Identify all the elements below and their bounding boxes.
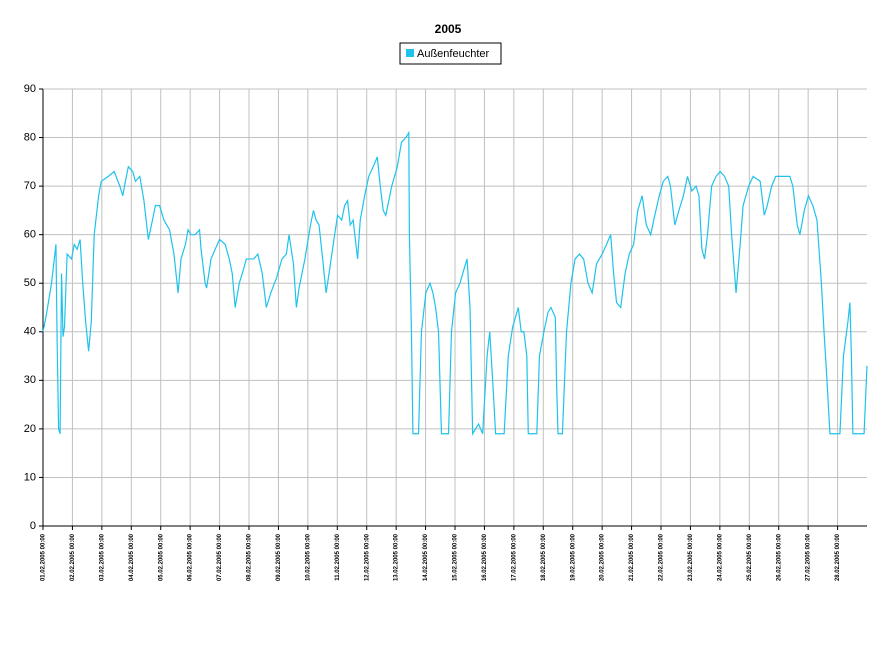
x-tick-label: 02.02.2005 00:00 bbox=[70, 533, 76, 581]
x-tick-label: 26.02.2005 00:00 bbox=[776, 533, 782, 581]
x-tick-label: 20.02.2005 00:00 bbox=[600, 533, 606, 581]
y-tick-label: 60 bbox=[24, 229, 36, 241]
y-tick-label: 50 bbox=[24, 277, 36, 289]
x-tick-label: 27.02.2005 00:00 bbox=[806, 533, 812, 581]
y-tick-label: 70 bbox=[24, 180, 36, 192]
x-tick-label: 18.02.2005 00:00 bbox=[541, 533, 547, 581]
x-tick-label: 01.02.2005 00:00 bbox=[41, 533, 47, 581]
legend-swatch bbox=[406, 49, 414, 57]
x-tick-label: 12.02.2005 00:00 bbox=[364, 533, 370, 581]
x-tick-label: 23.02.2005 00:00 bbox=[688, 533, 694, 581]
y-tick-label: 20 bbox=[24, 423, 36, 435]
x-tick-label: 05.02.2005 00:00 bbox=[158, 533, 164, 581]
legend-label: Außenfeuchter bbox=[417, 48, 489, 60]
y-tick-label: 80 bbox=[24, 131, 36, 143]
x-tick-label: 17.02.2005 00:00 bbox=[511, 533, 517, 581]
x-tick-label: 03.02.2005 00:00 bbox=[99, 533, 105, 581]
x-tick-label: 13.02.2005 00:00 bbox=[394, 533, 400, 581]
x-tick-label: 04.02.2005 00:00 bbox=[129, 533, 135, 581]
x-tick-label: 22.02.2005 00:00 bbox=[659, 533, 665, 581]
x-tick-label: 24.02.2005 00:00 bbox=[717, 533, 723, 581]
x-tick-label: 28.02.2005 00:00 bbox=[835, 533, 841, 581]
y-tick-label: 10 bbox=[24, 471, 36, 483]
x-tick-label: 14.02.2005 00:00 bbox=[423, 533, 429, 581]
x-tick-label: 11.02.2005 00:00 bbox=[335, 533, 341, 580]
y-tick-label: 90 bbox=[24, 83, 36, 95]
x-tick-label: 08.02.2005 00:00 bbox=[247, 533, 253, 581]
data-line bbox=[42, 130, 868, 436]
x-tick-label: 15.02.2005 00:00 bbox=[453, 533, 459, 581]
x-tick-label: 21.02.2005 00:00 bbox=[629, 533, 635, 581]
legend-box bbox=[399, 42, 502, 65]
x-tick-label: 19.02.2005 00:00 bbox=[570, 533, 576, 581]
x-tick-label: 09.02.2005 00:00 bbox=[276, 533, 282, 581]
y-tick-label: 0 bbox=[30, 520, 36, 532]
x-tick-label: 10.02.2005 00:00 bbox=[305, 533, 311, 581]
chart-title: 2005 bbox=[435, 22, 462, 36]
y-tick-label: 40 bbox=[24, 326, 36, 338]
x-tick-label: 06.02.2005 00:00 bbox=[188, 533, 194, 581]
x-tick-label: 16.02.2005 00:00 bbox=[482, 533, 488, 581]
y-tick-label: 30 bbox=[24, 374, 36, 386]
x-tick-label: 25.02.2005 00:00 bbox=[747, 533, 753, 581]
x-tick-label: 07.02.2005 00:00 bbox=[217, 533, 223, 581]
